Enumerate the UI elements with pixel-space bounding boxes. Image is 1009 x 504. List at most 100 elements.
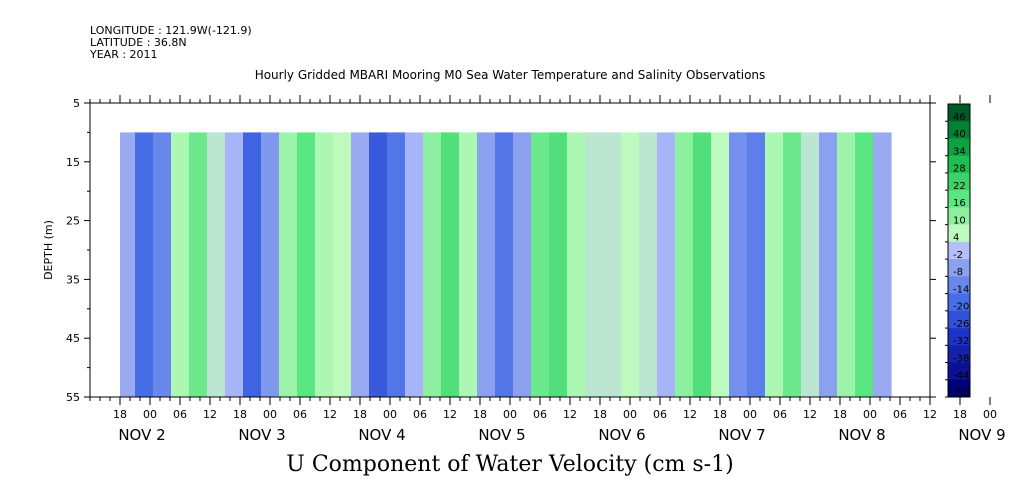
x-day-label: NOV 6 (598, 426, 645, 444)
colorbar-label: 40 (953, 129, 966, 140)
colorbar-label: -26 (953, 319, 969, 330)
heatmap-band (423, 132, 442, 397)
x-hour-label: 12 (683, 408, 697, 421)
heatmap-band (441, 132, 460, 397)
colorbar-label: 10 (953, 215, 966, 226)
x-hour-label: 06 (413, 408, 427, 421)
heatmap-band (549, 132, 568, 397)
heatmap-band (621, 132, 640, 397)
heatmap-band (207, 132, 226, 397)
y-tick-label: 35 (66, 273, 80, 286)
colorbar-swatch (948, 362, 970, 381)
x-hour-label: 12 (563, 408, 577, 421)
y-tick-label: 55 (66, 391, 80, 404)
heatmap-band (693, 132, 712, 397)
heatmap-band (387, 132, 406, 397)
colorbar-swatch (948, 276, 970, 294)
colorbar-label: 28 (953, 164, 966, 175)
x-hour-label: 00 (503, 408, 517, 421)
x-hour-label: 00 (383, 408, 397, 421)
heatmap-band (351, 132, 370, 397)
y-tick-label: 5 (73, 97, 80, 110)
colorbar-label: -2 (953, 250, 963, 261)
x-hour-label: 00 (983, 408, 997, 421)
heatmap-band (765, 132, 784, 397)
heatmap-band (495, 132, 514, 397)
colorbar-swatch (948, 259, 970, 277)
colorbar-label: -32 (953, 336, 969, 347)
heatmap-band (477, 132, 496, 397)
x-day-label: NOV 5 (478, 426, 525, 444)
colorbar-label: -50 (953, 388, 969, 399)
x-day-label: NOV 7 (718, 426, 765, 444)
x-hour-label: 00 (263, 408, 277, 421)
colorbar-swatch (948, 241, 970, 260)
colorbar-label: -14 (953, 284, 969, 295)
x-hour-label: 12 (923, 408, 937, 421)
heatmap-band (369, 132, 388, 397)
colorbar-label: 34 (953, 147, 966, 158)
colorbar-swatch (948, 310, 970, 329)
x-hour-label: 06 (653, 408, 667, 421)
x-day-label: NOV 4 (358, 426, 405, 444)
colorbar-label: -44 (953, 371, 969, 382)
latitude-label: LATITUDE : 36.8N (90, 36, 187, 49)
x-hour-label: 00 (623, 408, 637, 421)
x-hour-label: 06 (293, 408, 307, 421)
colorbar-label: 16 (953, 198, 966, 209)
x-day-label: NOV 8 (838, 426, 885, 444)
x-day-label: NOV 9 (958, 426, 1005, 444)
colorbar-swatch (948, 379, 970, 398)
heatmap-band (819, 132, 838, 397)
colorbar-swatch (948, 224, 970, 243)
x-hour-label: 00 (743, 408, 757, 421)
x-hour-label: 06 (533, 408, 547, 421)
x-hour-label: 12 (203, 408, 217, 421)
x-hour-label: 18 (713, 408, 727, 421)
heatmap-band (243, 132, 262, 397)
x-axis-title: U Component of Water Velocity (cm s-1) (286, 452, 734, 477)
colorbar-swatch (948, 293, 970, 312)
colorbar-swatch (948, 207, 970, 225)
colorbar-label: 4 (953, 233, 959, 244)
x-day-label: NOV 2 (118, 426, 165, 444)
y-tick-label: 45 (66, 332, 80, 345)
heatmap-band (405, 132, 424, 397)
x-hour-label: 18 (833, 408, 847, 421)
heatmap-band (855, 132, 874, 397)
heatmap-band (513, 132, 532, 397)
chart-title: Hourly Gridded MBARI Mooring M0 Sea Wate… (254, 68, 766, 82)
heatmap-band (315, 132, 334, 397)
colorbar-label: 46 (953, 112, 966, 123)
x-hour-label: 18 (953, 408, 967, 421)
heatmap-band (279, 132, 298, 397)
x-hour-label: 18 (593, 408, 607, 421)
heatmap-band (153, 132, 172, 397)
colorbar-swatch (948, 104, 970, 122)
x-hour-label: 18 (473, 408, 487, 421)
heatmap-band (639, 132, 658, 397)
colorbar-label: -20 (953, 302, 969, 313)
x-hour-label: 06 (893, 408, 907, 421)
x-hour-label: 12 (443, 408, 457, 421)
heatmap-band (783, 132, 802, 397)
colorbar-label: -38 (953, 353, 969, 364)
heatmap-band (459, 132, 478, 397)
heatmap-band (531, 132, 550, 397)
heatmap-band (837, 132, 856, 397)
heatmap-band (603, 132, 622, 397)
colorbar-swatch (948, 328, 970, 346)
colorbar-swatch (948, 155, 970, 174)
y-tick-label: 25 (66, 215, 80, 228)
heatmap-band (729, 132, 748, 397)
x-hour-label: 12 (803, 408, 817, 421)
x-hour-label: 12 (323, 408, 337, 421)
longitude-label: LONGITUDE : 121.9W(-121.9) (90, 24, 252, 37)
x-hour-label: 18 (113, 408, 127, 421)
heatmap-band (171, 132, 190, 397)
x-hour-label: 06 (773, 408, 787, 421)
colorbar-swatch (948, 138, 970, 157)
heatmap-band (585, 132, 604, 397)
heatmap-band (225, 132, 244, 397)
